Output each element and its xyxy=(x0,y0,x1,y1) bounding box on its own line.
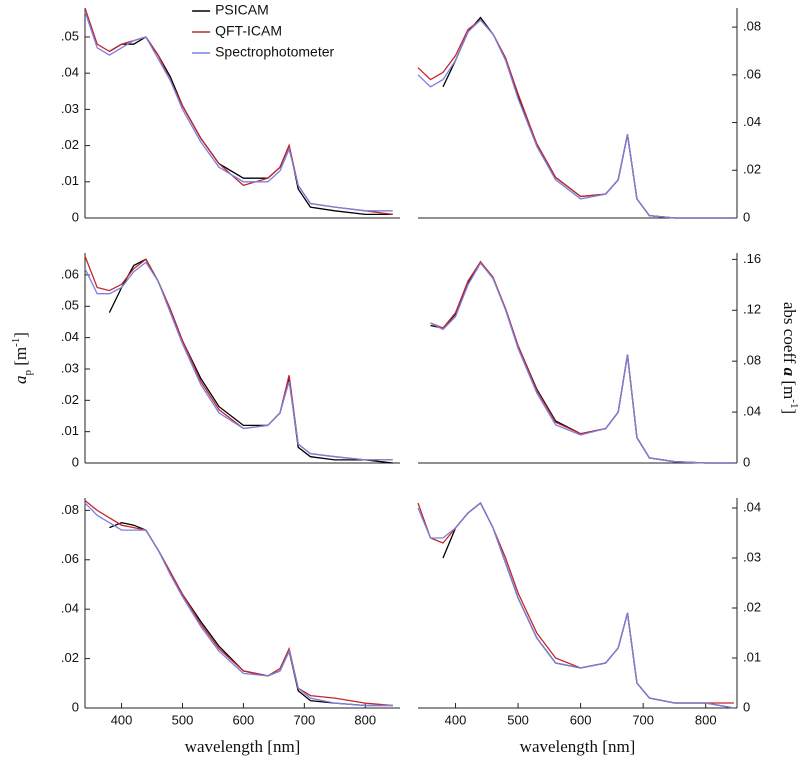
y-tick-label: 0 xyxy=(743,454,750,469)
y-tick-label: 0 xyxy=(72,454,79,469)
legend-label: PSICAM xyxy=(215,2,269,18)
axis-label-part: [m xyxy=(11,347,30,370)
series-line xyxy=(417,19,734,219)
series-line xyxy=(109,36,393,216)
axis-label-part: -1 xyxy=(10,338,22,347)
x-tick-label: 800 xyxy=(695,712,717,727)
axis-label-part: -1 xyxy=(788,399,800,408)
x-tick-label: 700 xyxy=(632,712,654,727)
y-tick-label: 0 xyxy=(72,209,79,224)
y-tick-label: .06 xyxy=(61,266,79,281)
y-tick-label: .02 xyxy=(61,650,79,665)
series-line xyxy=(84,255,393,461)
y-tick-label: .02 xyxy=(743,599,761,614)
y-tick-label: .06 xyxy=(61,551,79,566)
y-tick-label: .04 xyxy=(61,65,79,80)
x-tick-label: 600 xyxy=(233,712,255,727)
x-tick-label: 600 xyxy=(570,712,592,727)
y-tick-label: .04 xyxy=(743,499,761,514)
y-tick-label: .03 xyxy=(61,360,79,375)
y-tick-label: .04 xyxy=(743,114,761,129)
x-tick-label: 400 xyxy=(111,712,133,727)
series-line xyxy=(442,16,734,219)
y-tick-label: .04 xyxy=(61,329,79,344)
y-tick-label: .01 xyxy=(61,173,79,188)
y-tick-label: .01 xyxy=(743,649,761,664)
y-tick-label: .04 xyxy=(61,601,79,616)
y-tick-label: .03 xyxy=(743,549,761,564)
y-tick-label: .02 xyxy=(61,137,79,152)
series-line xyxy=(108,258,393,464)
y-tick-label: .05 xyxy=(61,298,79,313)
series-line xyxy=(84,261,393,461)
x-tick-label: 800 xyxy=(354,712,376,727)
y-tick-label: .12 xyxy=(743,302,761,317)
y-tick-label: .08 xyxy=(743,353,761,368)
axis-label-part: ] xyxy=(780,408,799,414)
legend-label: QFT-ICAM xyxy=(215,23,282,39)
series-line xyxy=(84,499,393,707)
x-tick-label: 700 xyxy=(293,712,315,727)
axis-label-part: ] xyxy=(11,332,30,338)
axis-label-part: a xyxy=(11,375,30,384)
axis-label-part: abs coeff xyxy=(780,302,799,368)
series-line xyxy=(417,501,734,704)
axis-label-part: [m xyxy=(780,376,799,399)
y-tick-label: .03 xyxy=(61,101,79,116)
y-tick-label: .01 xyxy=(61,423,79,438)
y-tick-label: 0 xyxy=(743,209,750,224)
legend-label: Spectrophotometer xyxy=(215,44,334,60)
x-axis-label: wavelength [nm] xyxy=(185,737,301,756)
y-axis-label: abs coeff a [m-1] xyxy=(780,302,800,414)
y-tick-label: .05 xyxy=(61,28,79,43)
series-line xyxy=(417,501,735,709)
series-line xyxy=(84,11,393,212)
series-line xyxy=(430,262,734,464)
axis-label-part: p xyxy=(22,369,34,375)
y-tick-label: .02 xyxy=(61,392,79,407)
series-line xyxy=(109,522,393,707)
x-tick-label: 500 xyxy=(172,712,194,727)
y-tick-label: 0 xyxy=(72,699,79,714)
series-line xyxy=(84,7,393,216)
y-tick-label: .06 xyxy=(743,66,761,81)
axis-label-part: a xyxy=(780,368,799,377)
series-line xyxy=(84,502,393,707)
y-tick-label: .16 xyxy=(743,251,761,266)
series-line xyxy=(417,18,734,219)
y-tick-label: .08 xyxy=(743,19,761,34)
y-tick-label: 0 xyxy=(743,699,750,714)
y-tick-label: .08 xyxy=(61,502,79,517)
x-axis-label: wavelength [nm] xyxy=(520,737,636,756)
y-tick-label: .04 xyxy=(743,404,761,419)
x-tick-label: 400 xyxy=(445,712,467,727)
series-line xyxy=(442,501,735,709)
y-tick-label: .02 xyxy=(743,162,761,177)
y-axis-label: ap [m-1] xyxy=(10,332,34,384)
series-line xyxy=(430,260,734,464)
x-tick-label: 500 xyxy=(507,712,529,727)
